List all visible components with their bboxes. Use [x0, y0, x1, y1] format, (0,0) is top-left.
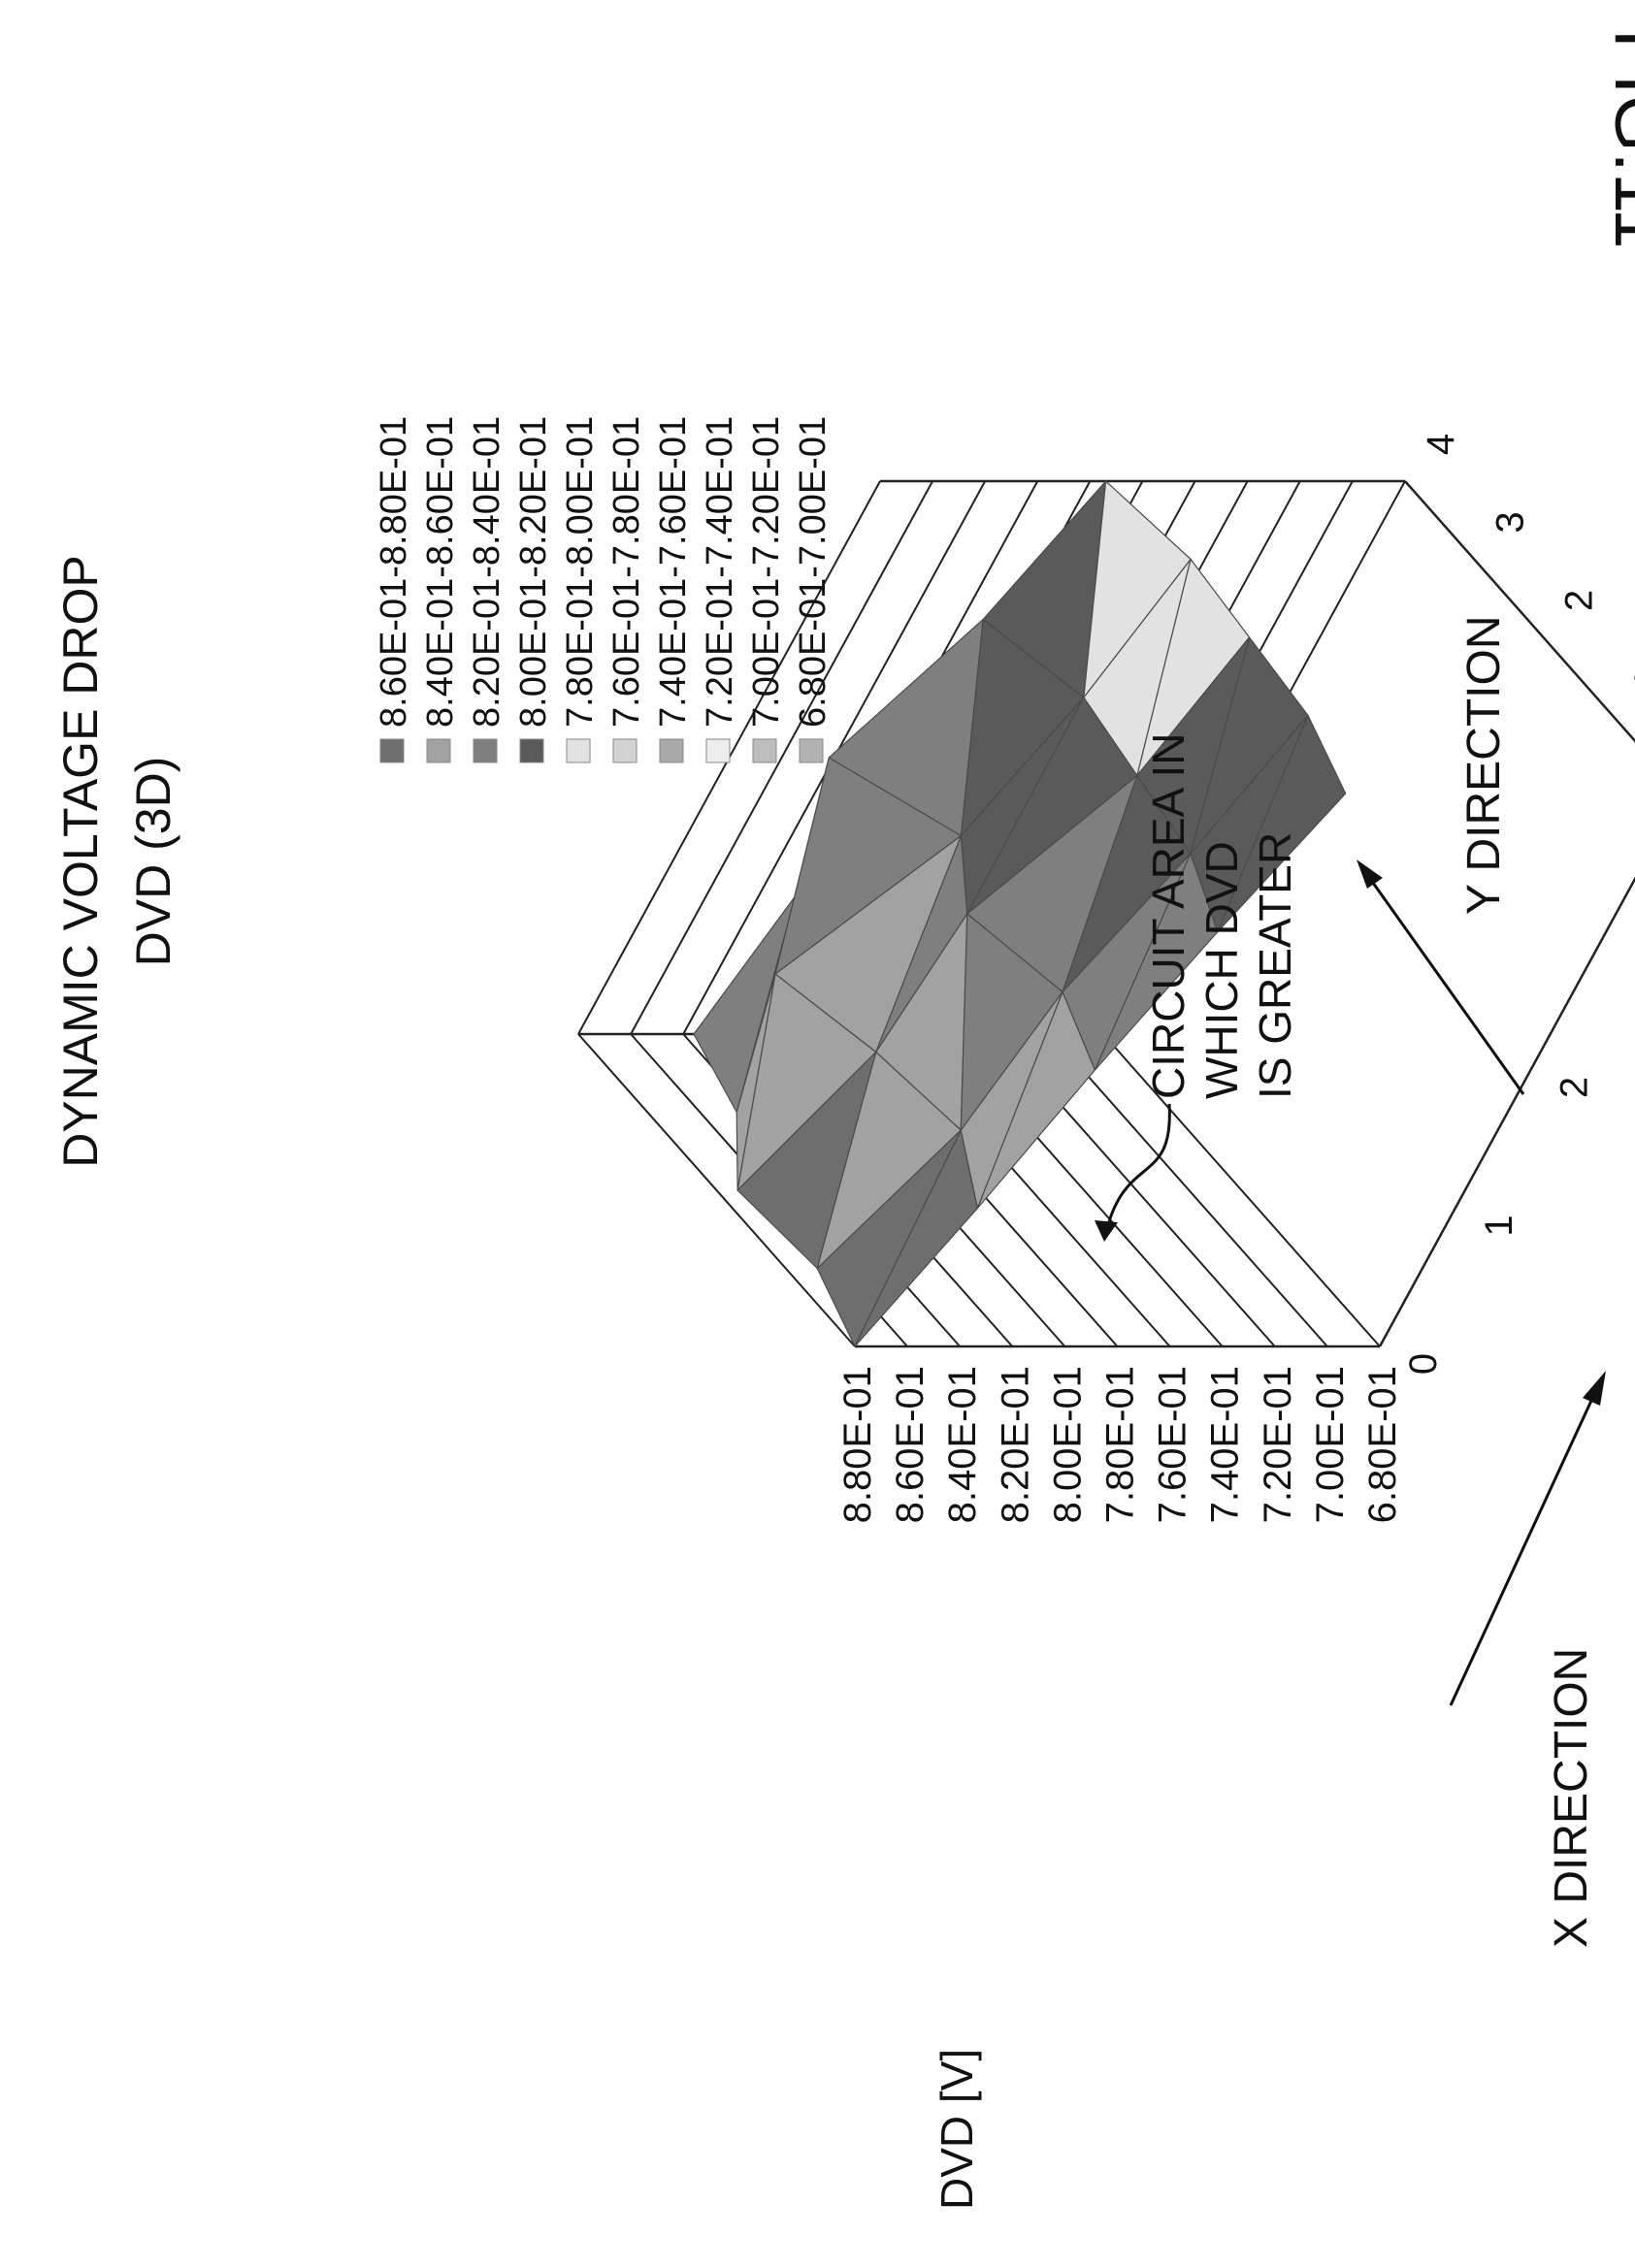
z-tick-label: 6.80E-01 — [1361, 1366, 1404, 1523]
annotation-text: WHICH DVD — [1196, 841, 1247, 1099]
legend-label: 7.20E-01-7.40E-01 — [700, 416, 740, 728]
legend-label: 7.40E-01-7.60E-01 — [653, 416, 694, 728]
z-tick-label: 8.40E-01 — [941, 1366, 984, 1523]
z-tick-label: 8.00E-01 — [1046, 1366, 1089, 1523]
surface-facet — [1217, 714, 1347, 933]
wall-gridline — [1102, 1033, 1381, 1347]
chart-title: DYNAMIC VOLTAGE DROP — [53, 555, 108, 1168]
legend-label: 6.80E-01-7.00E-01 — [793, 416, 834, 728]
legend-swatch — [612, 738, 638, 763]
z-tick-label: 7.20E-01 — [1257, 1366, 1299, 1523]
legend-swatch — [379, 738, 405, 763]
legend-swatch — [566, 738, 591, 763]
y-axis-ticks: 01234 — [1420, 434, 1635, 690]
legend-label: 8.60E-01-8.80E-01 — [374, 416, 414, 728]
x-tick-label: 1 — [1478, 1215, 1521, 1236]
surface-plot — [693, 480, 1347, 1347]
z-tick-label: 8.20E-01 — [994, 1366, 1036, 1523]
y-tick-label: 3 — [1488, 511, 1531, 533]
x-direction-arrow — [1449, 1389, 1598, 1706]
z-tick-label: 7.60E-01 — [1152, 1366, 1194, 1523]
legend-swatch — [705, 738, 731, 763]
legend-label: 7.80E-01-8.00E-01 — [560, 416, 601, 728]
chart-subtitle: DVD (3D) — [126, 757, 180, 967]
legend-label: 8.00E-01-8.20E-01 — [513, 416, 554, 728]
figure-label: FIG.11 — [1599, 29, 1635, 249]
x-axis-ticks: 01234 — [1402, 938, 1635, 1375]
z-tick-label: 7.80E-01 — [1099, 1366, 1142, 1523]
x-tick-label: 3 — [1628, 938, 1635, 959]
legend-label: 7.60E-01-7.80E-01 — [606, 416, 647, 728]
z-tick-label: 7.40E-01 — [1204, 1366, 1247, 1523]
legend-swatch — [752, 738, 777, 763]
legend-label: 8.20E-01-8.40E-01 — [467, 416, 507, 728]
floor-edge — [1378, 793, 1635, 1347]
annotation-arrowhead — [1095, 1220, 1118, 1242]
legend-swatch — [473, 738, 498, 763]
x-direction-label: X DIRECTION — [1546, 1648, 1597, 1948]
y-direction-arrow — [1366, 875, 1525, 1095]
z-tick-label: 8.60E-01 — [889, 1366, 932, 1523]
y-direction-label: Y DIRECTION — [1458, 616, 1510, 915]
legend: 8.60E-01-8.80E-01 8.40E-01-8.60E-01 8.20E-… — [374, 416, 834, 763]
floor-edge — [1404, 480, 1635, 794]
annotation-text: CIRCUIT AREA IN — [1143, 733, 1194, 1099]
y-direction-arrowhead — [1357, 859, 1383, 889]
rotated-chart: DYNAMIC VOLTAGE DROP DVD (3D) 8.80E-01 8.… — [53, 416, 1635, 2210]
legend-swatch — [519, 738, 544, 763]
z-tick-label: 8.80E-01 — [836, 1366, 879, 1523]
legend-swatch — [799, 738, 824, 763]
x-direction-arrowhead — [1583, 1371, 1606, 1406]
annotation: CIRCUIT AREA IN WHICH DVD IS GREATER — [1095, 733, 1300, 1242]
wall-gridline — [630, 480, 933, 1035]
z-tick-label: 7.00E-01 — [1309, 1366, 1352, 1523]
x-tick-label: 0 — [1402, 1353, 1445, 1375]
legend-label: 7.00E-01-7.20E-01 — [746, 416, 787, 728]
z-axis-ticks: 8.80E-01 8.60E-01 8.40E-01 8.20E-01 8.00E-01… — [836, 1366, 1404, 1523]
y-tick-label: 4 — [1420, 434, 1462, 455]
annotation-text: IS GREATER — [1250, 832, 1300, 1099]
z-axis-label: DVD [V] — [932, 2049, 982, 2210]
legend-swatch — [659, 738, 684, 763]
y-tick-label: 1 — [1627, 667, 1635, 689]
x-tick-label: 2 — [1553, 1077, 1596, 1098]
legend-swatch — [426, 738, 451, 763]
y-tick-label: 2 — [1558, 590, 1601, 611]
legend-label: 8.40E-01-8.60E-01 — [420, 416, 461, 728]
wall-gridline — [577, 1033, 856, 1347]
wall-gridline — [1050, 1033, 1328, 1347]
annotation-pointer — [1104, 1103, 1171, 1233]
